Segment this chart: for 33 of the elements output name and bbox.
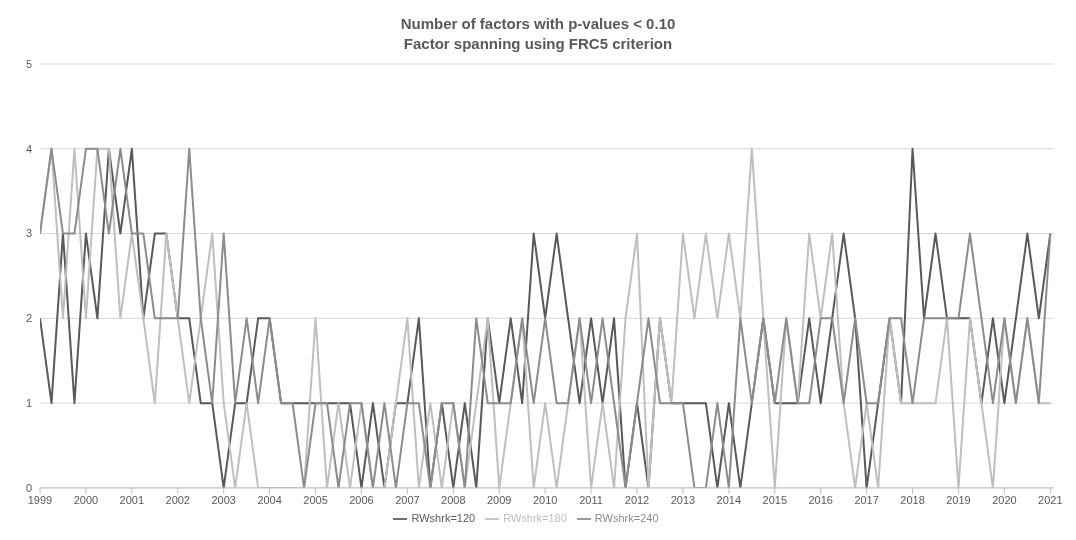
x-tick-label: 2012 [624, 493, 650, 506]
x-tick-label: 2021 [1038, 493, 1063, 506]
legend-label: RWshrk=180 [503, 511, 567, 524]
x-tick-label: 2010 [532, 493, 558, 506]
legend-label: RWshrk=120 [411, 511, 476, 524]
x-tick-label: 2004 [257, 493, 282, 506]
x-tick-label: 2005 [303, 493, 328, 506]
x-tick-label: 2000 [73, 493, 99, 506]
chart-title: Number of factors with p-values < 0.10 Factor spanning using FRC5 criterion [399, 14, 677, 54]
x-tick-label: 2003 [211, 493, 236, 506]
x-tick-label: 2009 [487, 493, 512, 506]
x-tick-label: 2013 [670, 493, 696, 506]
y-tick-label: 4 [25, 142, 32, 155]
x-tick-label: 2001 [119, 493, 145, 506]
x-tick-label: 2011 [579, 493, 603, 506]
x-tick-label: 2006 [349, 493, 374, 506]
x-tick-label: 2008 [441, 493, 466, 506]
x-tick-label: 2014 [716, 493, 742, 506]
y-tick-label: 2 [25, 312, 32, 325]
x-tick-label: 2007 [395, 493, 420, 506]
x-tick-label: 2017 [854, 493, 879, 506]
y-tick-label: 1 [25, 397, 32, 410]
legend-label: RWshrk=240 [594, 511, 659, 524]
x-tick-label: 2018 [900, 493, 925, 506]
y-tick-label: 0 [25, 481, 32, 494]
x-tick-label: 2016 [808, 493, 833, 506]
y-tick-label: 3 [25, 227, 32, 240]
x-tick-label: 1999 [27, 493, 53, 506]
x-tick-label: 2015 [762, 493, 788, 506]
x-tick-label: 2002 [165, 493, 191, 506]
y-tick-label: 5 [25, 57, 32, 70]
x-tick-label: 2020 [992, 493, 1017, 506]
x-tick-label: 2019 [946, 493, 971, 506]
